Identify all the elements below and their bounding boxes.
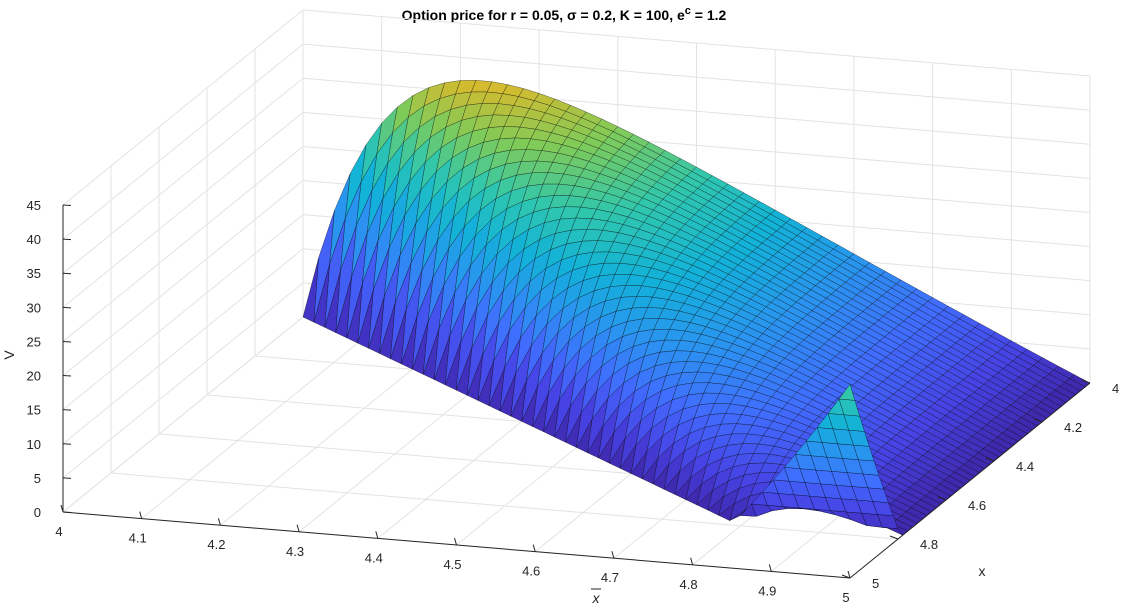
x-axis-line	[849, 382, 1091, 579]
surface-cell	[838, 383, 856, 401]
z-tick-mark	[62, 477, 72, 479]
xbar-tick-mark	[690, 557, 694, 565]
z-tick-label: 25	[27, 334, 41, 349]
z-tick-mark	[62, 511, 72, 513]
xbar-tick-label: 4.6	[522, 564, 540, 579]
xbar-tick-mark	[454, 537, 457, 546]
x-tick-mark	[841, 574, 851, 579]
xbar-tick-label: 4.7	[601, 570, 619, 585]
xbar-tick-mark	[375, 531, 379, 539]
z-tick-mark	[62, 443, 72, 445]
floor-grid-line	[141, 323, 383, 519]
z-tick-label: 15	[27, 403, 41, 418]
xbar-axis-label: x	[592, 590, 601, 606]
z-tick-mark	[62, 238, 72, 241]
side-wall-grid-line	[62, 180, 304, 376]
side-wall-grid-line	[62, 146, 304, 342]
z-tick-label: 35	[27, 266, 41, 281]
xbar-tick-label: 4.4	[365, 550, 383, 565]
xbar-tick-label: 4.3	[286, 544, 304, 559]
side-wall-grid-line	[62, 214, 304, 411]
x-tick-label: 4.6	[968, 498, 986, 513]
x-tick-mark	[889, 535, 899, 540]
side-wall-grid-line	[62, 111, 304, 308]
xbar-tick-mark	[768, 564, 772, 572]
side-wall-grid-line	[62, 316, 304, 513]
chart-title-sup: c	[685, 5, 691, 17]
chart-title-main: Option price for r = 0.05, σ = 0.2, K = …	[402, 7, 685, 23]
x-tick-label: 4	[1112, 381, 1119, 396]
xbar-tick-label: 4.9	[758, 583, 776, 598]
back-wall-grid-line	[302, 43, 1091, 111]
x-tick-mark	[985, 457, 995, 462]
surface-layer	[302, 80, 1091, 536]
x-tick-label: 4.4	[1016, 459, 1034, 474]
x-tick-label: 4.8	[920, 537, 938, 552]
xbar-tick-mark	[217, 518, 221, 526]
z-tick-label: 45	[27, 198, 41, 213]
x-axis-label: x	[979, 563, 986, 579]
back-wall-grid-line	[302, 9, 1091, 77]
x-tick-mark	[937, 496, 947, 501]
z-tick-label: 10	[27, 437, 41, 452]
x-tick-label: 5	[872, 576, 879, 591]
chart-title-tail: = 1.2	[691, 7, 727, 23]
z-tick-label: 0	[34, 505, 41, 520]
xbar-tick-label: 4	[55, 524, 62, 539]
xbar-tick-label: 4.1	[129, 531, 147, 546]
chart-title: Option price for r = 0.05, σ = 0.2, K = …	[402, 5, 727, 23]
xbar-tick-mark	[296, 524, 300, 532]
xbar-tick-label: 4.5	[443, 557, 461, 572]
z-tick-mark	[62, 204, 72, 206]
z-tick-label: 20	[27, 369, 41, 384]
side-wall-grid-line	[62, 9, 304, 206]
side-wall-grid-line	[62, 248, 304, 445]
labels-layer: V x x	[1, 350, 986, 606]
xbar-tick-mark	[60, 504, 64, 513]
xbar-tick-label: 4.2	[207, 537, 225, 552]
xbar-tick-mark	[611, 551, 615, 559]
side-wall-grid-line	[62, 43, 304, 240]
xbar-tick-label: 5	[842, 590, 849, 605]
x-tick-mark	[1081, 379, 1091, 384]
z-tick-mark	[62, 409, 72, 411]
x-tick-label: 4.2	[1064, 420, 1082, 435]
z-tick-mark	[62, 375, 72, 377]
xbar-tick-label: 4.8	[680, 577, 698, 592]
z-tick-label: 5	[34, 471, 41, 486]
z-tick-label: 30	[27, 300, 41, 315]
xbar-tick-mark	[532, 544, 536, 552]
side-wall-grid-line	[62, 282, 304, 479]
z-tick-mark	[62, 272, 72, 275]
xbar-tick-mark	[847, 570, 851, 579]
axes-layer: 4 4.1 4.2 4.3 4.4 4.5 4.6 4.7 4.8 4.9 5 4 4.2 4.4 4.6 4…	[27, 198, 1120, 605]
z-tick-mark	[62, 340, 72, 343]
z-axis-label: V	[1, 350, 17, 360]
side-wall-grid-line	[62, 77, 304, 274]
z-tick-label: 40	[27, 232, 41, 247]
x-tick-mark	[1033, 418, 1043, 423]
z-tick-mark	[62, 306, 72, 309]
xbar-tick-mark	[139, 511, 143, 519]
floor-grid-line	[110, 472, 899, 540]
